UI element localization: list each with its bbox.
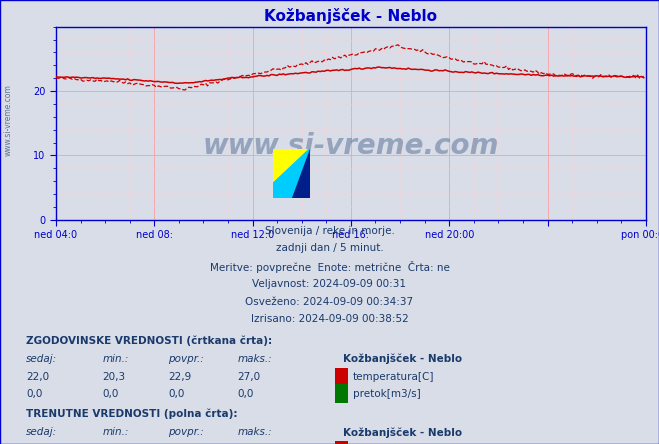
Text: www.si-vreme.com: www.si-vreme.com [203,132,499,160]
Text: povpr.:: povpr.: [168,427,204,437]
Text: Kožbanjšček - Neblo: Kožbanjšček - Neblo [343,427,462,438]
Text: pretok[m3/s]: pretok[m3/s] [353,388,420,399]
Polygon shape [291,149,310,198]
Text: maks.:: maks.: [237,354,272,364]
Polygon shape [273,149,310,198]
Text: www.si-vreme.com: www.si-vreme.com [4,84,13,156]
Text: 22,0: 22,0 [26,372,49,382]
Text: Izrisano: 2024-09-09 00:38:52: Izrisano: 2024-09-09 00:38:52 [250,314,409,325]
Text: 0,0: 0,0 [237,388,254,399]
Text: sedaj:: sedaj: [26,427,57,437]
Text: zadnji dan / 5 minut.: zadnji dan / 5 minut. [275,243,384,254]
Text: Osveženo: 2024-09-09 00:34:37: Osveženo: 2024-09-09 00:34:37 [245,297,414,307]
Text: 27,0: 27,0 [237,372,260,382]
Text: temperatura[C]: temperatura[C] [353,372,434,382]
Text: sedaj:: sedaj: [26,354,57,364]
Text: min.:: min.: [102,427,129,437]
Text: povpr.:: povpr.: [168,354,204,364]
Text: ZGODOVINSKE VREDNOSTI (črtkana črta):: ZGODOVINSKE VREDNOSTI (črtkana črta): [26,335,272,346]
Text: TRENUTNE VREDNOSTI (polna črta):: TRENUTNE VREDNOSTI (polna črta): [26,408,238,419]
Text: maks.:: maks.: [237,427,272,437]
Text: 20,3: 20,3 [102,372,125,382]
Polygon shape [273,149,310,183]
Polygon shape [273,149,310,198]
Text: 0,0: 0,0 [102,388,119,399]
Text: Meritve: povprečne  Enote: metrične  Črta: ne: Meritve: povprečne Enote: metrične Črta:… [210,261,449,273]
Text: 0,0: 0,0 [168,388,185,399]
Text: 0,0: 0,0 [26,388,43,399]
Text: 22,9: 22,9 [168,372,191,382]
Text: Veljavnost: 2024-09-09 00:31: Veljavnost: 2024-09-09 00:31 [252,279,407,289]
Text: min.:: min.: [102,354,129,364]
Title: Kožbanjšček - Neblo: Kožbanjšček - Neblo [264,8,438,24]
Text: Slovenija / reke in morje.: Slovenija / reke in morje. [264,226,395,236]
Text: Kožbanjšček - Neblo: Kožbanjšček - Neblo [343,354,462,365]
